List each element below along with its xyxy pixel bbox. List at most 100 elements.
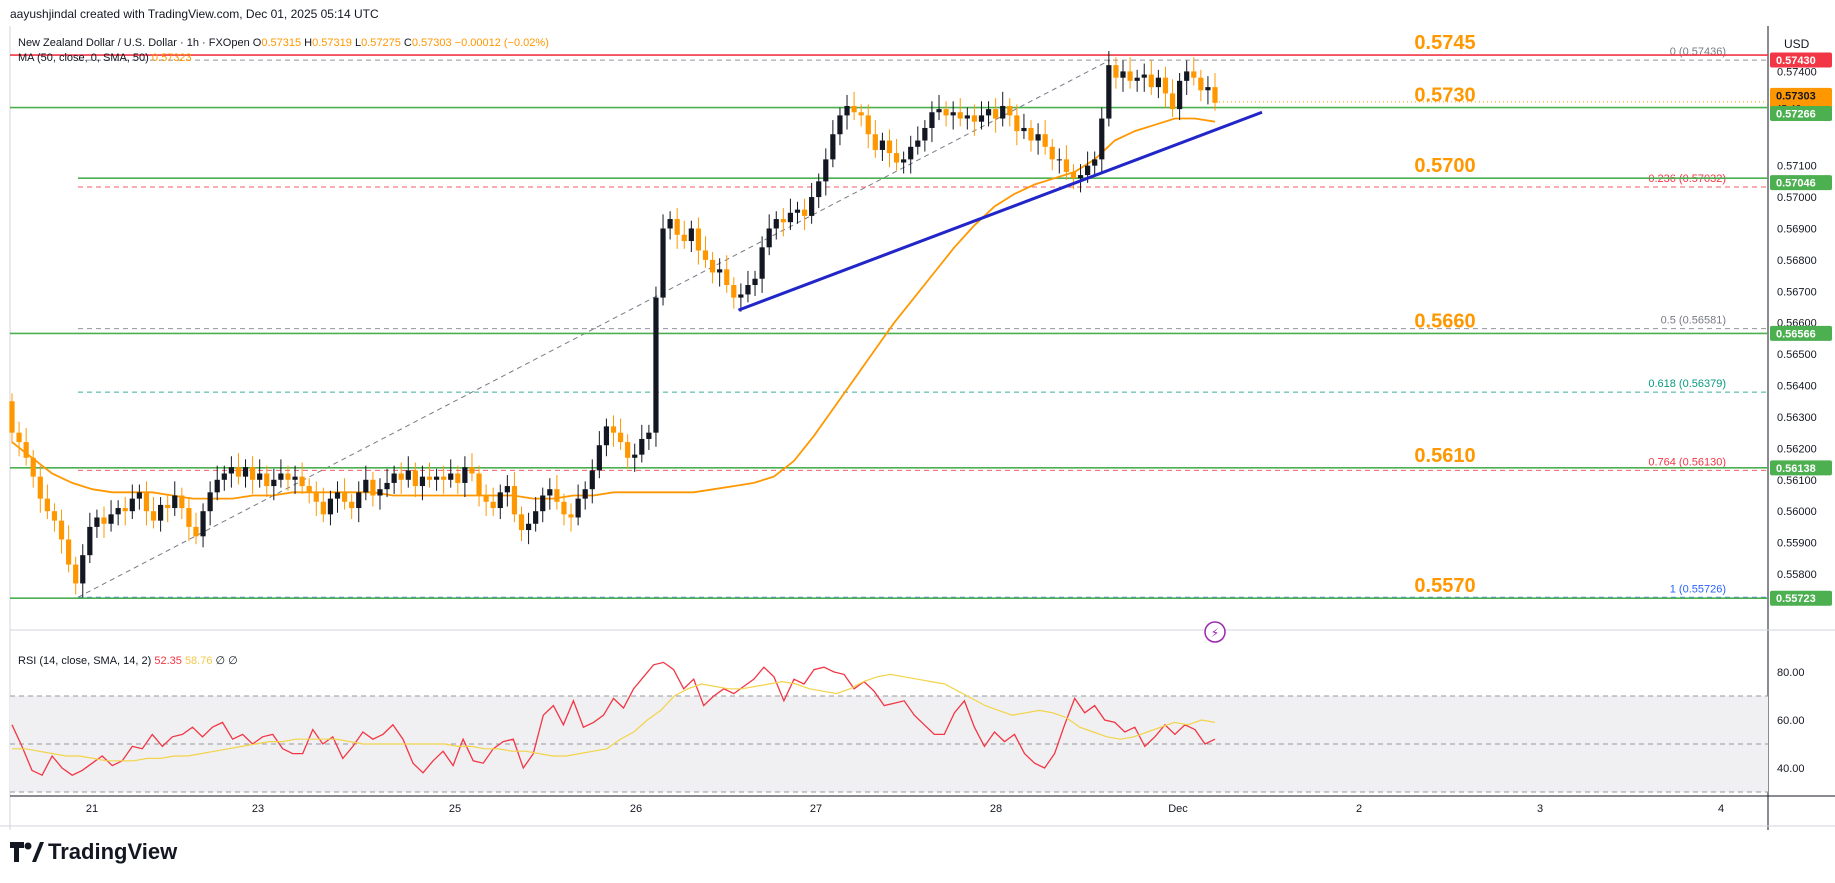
candle-body [285,473,291,480]
candle-body [554,489,560,502]
candle-body [695,228,702,251]
candle-body [207,492,213,512]
symbol-legend: New Zealand Dollar / U.S. Dollar · 1h · … [18,37,549,49]
candle-body [193,526,199,537]
price-tag-text-6: 0.55723 [1776,593,1816,605]
candle-body [1106,65,1112,119]
tradingview-wordmark: TradingView [48,839,178,864]
ma-legend: MA (50, close, 0, SMA, 50) 0.57323 [18,52,192,64]
candle-body [242,467,249,477]
candle-body [879,140,886,150]
candle-body [908,146,914,160]
candle-body [773,219,779,229]
candle-body [1007,105,1013,116]
candle-body [1162,77,1169,94]
price-tick-7: 0.56500 [1777,349,1817,361]
level-label-4: 0.5610 [1414,445,1475,467]
candle-body [1063,159,1069,172]
level-label-5: 0.5570 [1414,575,1475,597]
tradingview-logo[interactable]: TradingView [10,839,177,865]
candle-body [179,495,185,509]
candle-body [809,197,815,216]
candle-body [448,473,454,480]
price-tag-text-5: 0.56138 [1776,463,1816,475]
fib-label-5: 1 (0.55726) [1670,583,1726,595]
candle-body [801,209,808,216]
candle-body [971,115,977,122]
candle-body [1184,71,1190,81]
price-tick-2: 0.57000 [1777,192,1817,204]
candle-body [993,109,999,119]
candle-body [44,498,50,512]
candle-body [23,442,29,458]
price-tag-text-2: 0.57266 [1776,109,1816,121]
candle-body [426,476,433,480]
candle-body [349,501,355,509]
candle-body [1134,77,1140,81]
candle-body [94,517,100,527]
horizontal-levels[interactable]: 0.5745 0.5730 0.5700 0.5660 0.5610 0.5570 [10,32,1768,600]
candle-body [1113,65,1119,78]
candle-body [957,112,963,119]
price-tag-bg-6 [1770,590,1832,606]
candle-body [533,511,539,524]
candle-body [469,467,475,474]
candle-body [1014,115,1020,132]
candle-body [419,476,426,487]
candle-body [653,297,659,433]
candle-body [363,479,369,493]
rsi-ma-line [12,673,1216,762]
grid-lines [0,26,1835,830]
candle-body [901,159,907,163]
candle-body [483,495,489,502]
candle-body [632,454,638,458]
price-tag-bg-2 [1770,106,1832,122]
rsi-tick-0: 80.00 [1777,667,1805,679]
candle-body [893,153,900,163]
candle-body [278,473,284,480]
candle-body [73,564,79,584]
candle-body [143,492,150,512]
time-tick-0: 21 [86,803,98,815]
candle-body [1198,77,1204,91]
candle-body [441,476,447,480]
candle-body [228,467,234,474]
axes: USD 0.57400 0.57100 0.57000 0.56900 0.56800 0.… [18,37,1817,815]
price-tick-12: 0.56000 [1777,506,1817,518]
price-tick-9: 0.56300 [1777,412,1817,424]
candle-body [929,112,935,128]
candle-body [30,457,36,477]
price-tag-bg-4 [1770,325,1832,341]
candle-body [108,514,114,524]
candle-body [745,285,751,295]
candle-body [844,105,850,116]
level-label-1: 0.5730 [1414,85,1475,107]
candle-body [476,473,482,496]
candle-body [858,112,864,116]
rsi-band [10,696,1768,792]
candle-body [1120,71,1126,78]
fib-label-2: 0.5 (0.56581) [1661,315,1726,327]
candle-body [370,479,376,496]
rsi-line [11,661,1216,777]
candle-body [9,401,15,433]
time-tick-9: 4 [1718,803,1724,815]
candle-body [943,109,949,116]
trendline[interactable]: ⚡ [737,110,1263,643]
candle-body [1021,127,1027,132]
rsi-legend: RSI (14, close, SMA, 14, 2) 52.35 58.76 … [18,655,238,667]
level-label-2: 0.5700 [1414,155,1475,177]
candle-body [292,476,298,480]
candle-body [589,470,595,490]
candle-body [299,476,305,487]
candle-body [1191,71,1197,78]
candle-body [582,489,588,499]
candle-body [221,473,227,480]
candle-body [1169,93,1176,110]
candle-body [780,219,786,223]
fib-retracement[interactable]: 0 (0.57436)0.236 (0.57032)0.5 (0.56581)0… [77,46,1768,598]
time-tick-4: 27 [810,803,822,815]
candle-body [377,489,383,496]
candle-body [490,501,496,509]
candle-body [129,498,135,512]
